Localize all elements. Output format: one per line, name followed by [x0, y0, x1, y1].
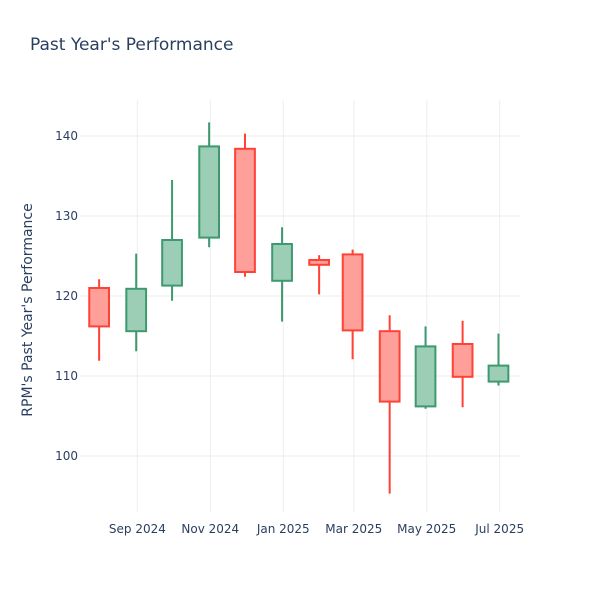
candle-increasing: [198, 122, 220, 248]
candle-increasing: [271, 227, 293, 322]
candle-body: [198, 145, 220, 239]
candle-increasing: [125, 253, 148, 352]
x-tick-label: Mar 2025: [325, 522, 382, 536]
x-tick-label: Sep 2024: [109, 522, 166, 536]
y-tick-label: 140: [55, 129, 78, 143]
candle-body: [161, 239, 183, 287]
chart-title: Past Year's Performance: [30, 35, 234, 55]
y-tick-label: 110: [55, 369, 78, 383]
candle-decreasing: [234, 133, 256, 277]
candle-increasing: [161, 180, 183, 301]
y-tick-label: 120: [55, 289, 78, 303]
candle-body: [125, 287, 148, 333]
candle-decreasing: [88, 279, 110, 361]
x-tick-label: Jan 2025: [256, 522, 310, 536]
candle-decreasing: [451, 320, 474, 408]
candle-increasing: [487, 333, 510, 386]
y-axis-label: RPM's Past Year's Performance: [20, 203, 36, 416]
candle-decreasing: [378, 315, 401, 494]
candle-body: [451, 343, 474, 378]
y-tick-label: 100: [55, 449, 78, 463]
x-tick-label: May 2025: [397, 522, 456, 536]
x-tick-label: Nov 2024: [181, 522, 239, 536]
candle-body: [88, 287, 110, 328]
candle-decreasing: [341, 249, 364, 360]
x-tick-label: Jul 2025: [474, 522, 524, 536]
y-tick-label: 130: [55, 209, 78, 223]
candle-decreasing: [308, 255, 330, 295]
candle-body: [378, 330, 401, 403]
candles: [88, 122, 510, 494]
candle-body: [308, 259, 330, 266]
candle-body: [414, 345, 437, 408]
candle-increasing: [414, 326, 437, 409]
candle-body: [234, 147, 256, 273]
axes: 100 110 120 130 140 Sep 2024 Nov 2024 Jan 2025 M…: [55, 129, 524, 536]
candle-body: [271, 243, 293, 282]
candle-body: [487, 364, 510, 383]
candle-body: [341, 253, 364, 332]
